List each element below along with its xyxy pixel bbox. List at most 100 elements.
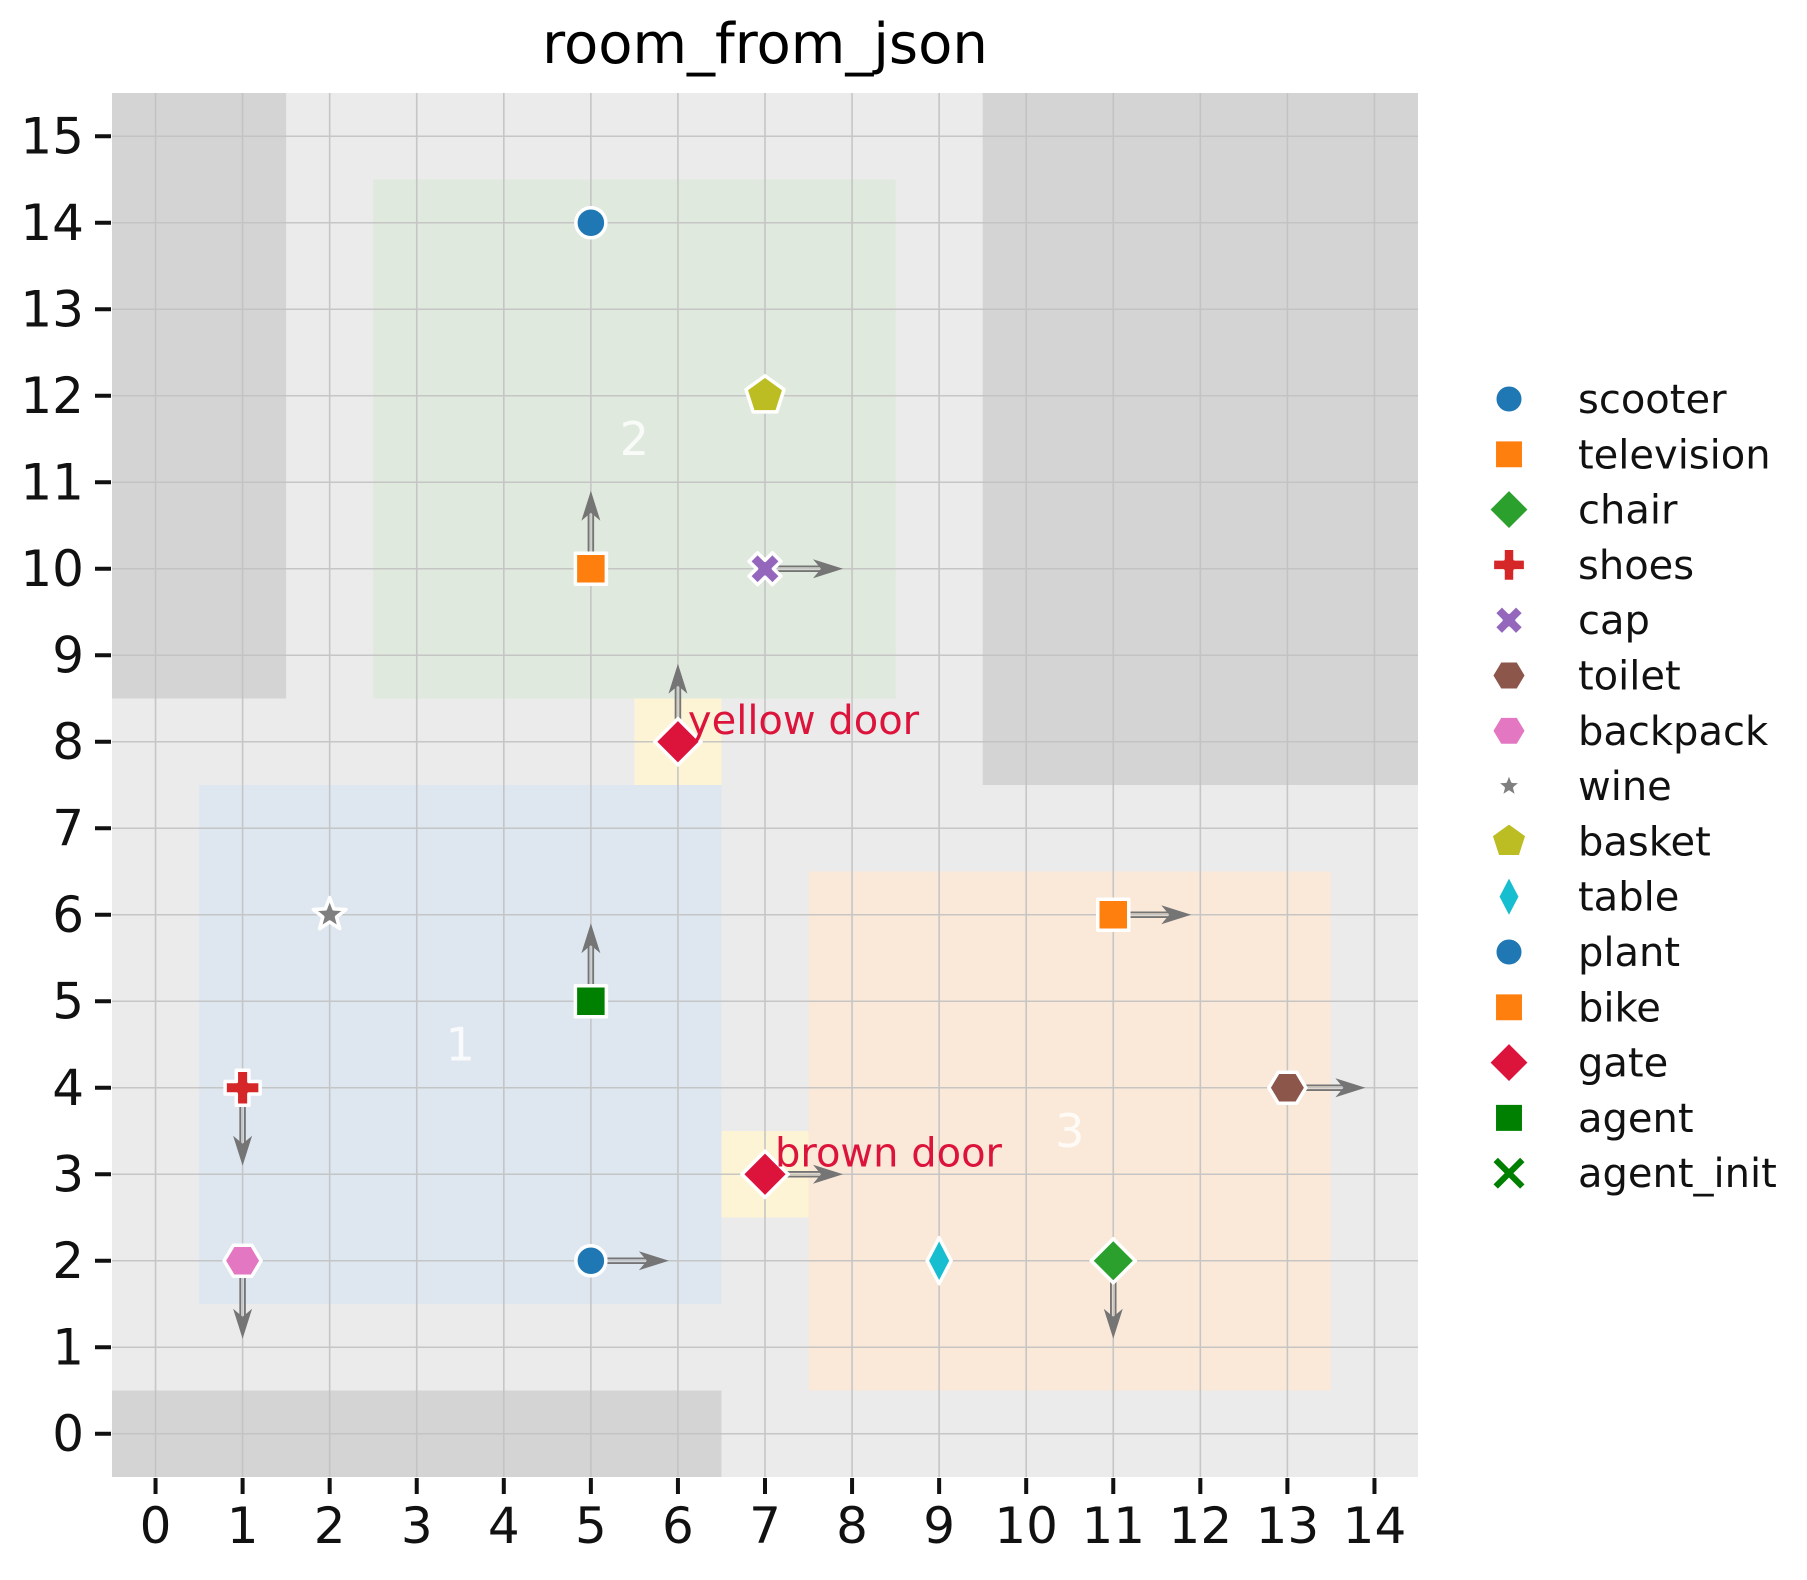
legend-row-basket: basket [1489, 819, 1711, 865]
legend-marker-agent [1492, 1101, 1526, 1135]
legend-row-gate: gate [1486, 1039, 1668, 1087]
marker-basket [744, 374, 786, 414]
room-labels: 1 2 3 [446, 412, 1085, 1158]
x-tick-label-1: 1 [227, 1497, 259, 1555]
legend-row-scooter: scooter [1493, 377, 1727, 423]
y-tick-label-12: 12 [20, 367, 84, 425]
y-tick-label-2: 2 [52, 1232, 84, 1290]
legend-label-plant: plant [1578, 930, 1680, 976]
room-2-area [373, 179, 896, 699]
legend-row-plant: plant [1493, 930, 1680, 976]
legend-label-backpack: backpack [1578, 709, 1769, 755]
y-tick-label-5: 5 [52, 972, 84, 1030]
room-3-area [808, 871, 1331, 1391]
room-1-area [199, 785, 722, 1304]
x-tick-label-5: 5 [575, 1497, 607, 1555]
chart-title: room_from_json [542, 12, 988, 77]
y-tick-label-0: 0 [52, 1405, 84, 1463]
legend-label-television: television [1578, 432, 1771, 478]
y-tick-label-14: 14 [20, 194, 84, 252]
legend-label-basket: basket [1578, 819, 1711, 865]
legend-label-bike: bike [1578, 985, 1661, 1031]
legend-marker-agent_init [1493, 1157, 1525, 1189]
marker-backpack [222, 1243, 263, 1278]
y-tick-label-3: 3 [52, 1145, 84, 1203]
marker-table [925, 1236, 953, 1286]
y-tick-label-9: 9 [52, 626, 84, 684]
gridlines [112, 93, 1418, 1477]
legend-row-cap: cap [1492, 598, 1650, 644]
x-tick-label-13: 13 [1256, 1497, 1320, 1555]
legend-marker-television [1492, 437, 1526, 471]
legend-label-wine: wine [1578, 764, 1672, 810]
legend-marker-shoes [1490, 546, 1528, 584]
legend-marker-basket [1489, 820, 1529, 859]
y-tick-label-1: 1 [52, 1318, 84, 1376]
legend-row-backpack: backpack [1489, 709, 1769, 755]
marker-plant [574, 1244, 608, 1278]
x-tick-label-10: 10 [994, 1497, 1058, 1555]
legend-row-agent: agent [1492, 1096, 1694, 1142]
legend-label-agent_init: agent_init [1578, 1151, 1777, 1197]
legend-label-gate: gate [1578, 1041, 1668, 1087]
legend-row-toilet: toilet [1489, 654, 1681, 700]
gate-marker-brown-door [740, 1149, 790, 1200]
legend-marker-backpack [1489, 714, 1529, 748]
x-tick-label-12: 12 [1169, 1497, 1233, 1555]
legend-marker-toilet [1489, 659, 1529, 692]
legend-marker-table [1495, 873, 1523, 921]
marker-television [1096, 897, 1131, 932]
y-tick-label-11: 11 [20, 453, 84, 511]
legend-marker-bike [1492, 990, 1526, 1024]
door-labels: yellow door brown door [688, 698, 1003, 1177]
marker-shoes [223, 1068, 262, 1107]
legend-marker-wine [1493, 769, 1525, 800]
yellow-door-label: yellow door [688, 698, 920, 744]
y-tick-label-10: 10 [20, 540, 84, 598]
x-tick-label-2: 2 [314, 1497, 346, 1555]
x-tick-label-0: 0 [140, 1497, 172, 1555]
x-tick-label-14: 14 [1343, 1497, 1407, 1555]
marker-scooter [574, 206, 608, 240]
legend-row-chair: chair [1486, 486, 1678, 534]
room-label-2: 2 [620, 412, 649, 466]
legend-label-agent: agent [1578, 1096, 1694, 1142]
legend-marker-cap [1492, 603, 1526, 638]
marker-bike [573, 551, 609, 586]
marker-agent [573, 984, 609, 1019]
marker-chair [1089, 1237, 1138, 1285]
axis-ticks: 0 1 2 3 4 5 6 7 8 9 10 11 12 13 1401234567891011121314… [20, 107, 1406, 1555]
legend-row-television: television [1492, 432, 1771, 478]
y-tick-label-7: 7 [52, 799, 84, 857]
x-tick-label-11: 11 [1081, 1497, 1145, 1555]
x-tick-label-8: 8 [836, 1497, 868, 1555]
marker-toilet [1267, 1070, 1308, 1105]
marker-cap [747, 551, 783, 587]
x-tick-label-7: 7 [749, 1497, 781, 1555]
legend-label-toilet: toilet [1578, 654, 1681, 700]
legend-row-shoes: shoes [1490, 543, 1694, 589]
legend-marker-plant [1493, 936, 1525, 968]
legend-label-scooter: scooter [1578, 377, 1727, 423]
room-label-1: 1 [446, 1018, 475, 1072]
legend-marker-gate [1486, 1039, 1532, 1086]
legend-label-chair: chair [1578, 488, 1678, 534]
legend-label-shoes: shoes [1578, 543, 1694, 589]
legend-label-cap: cap [1578, 598, 1650, 644]
legend-row-table: table [1495, 873, 1679, 921]
object-markers [222, 206, 1308, 1286]
legend: scooter television chair shoes cap toilet back… [1486, 377, 1777, 1197]
marker-wine [311, 895, 348, 931]
legend-row-agent_init: agent_init [1493, 1151, 1777, 1197]
y-tick-label-15: 15 [20, 107, 84, 165]
x-tick-label-4: 4 [488, 1497, 520, 1555]
brown-door-label: brown door [775, 1130, 1003, 1176]
x-tick-label-3: 3 [401, 1497, 433, 1555]
gate-marker-yellow-door [653, 716, 703, 767]
legend-marker-scooter [1493, 383, 1525, 415]
legend-marker-chair [1486, 486, 1532, 533]
y-tick-label-13: 13 [20, 280, 84, 338]
legend-label-table: table [1578, 875, 1679, 921]
